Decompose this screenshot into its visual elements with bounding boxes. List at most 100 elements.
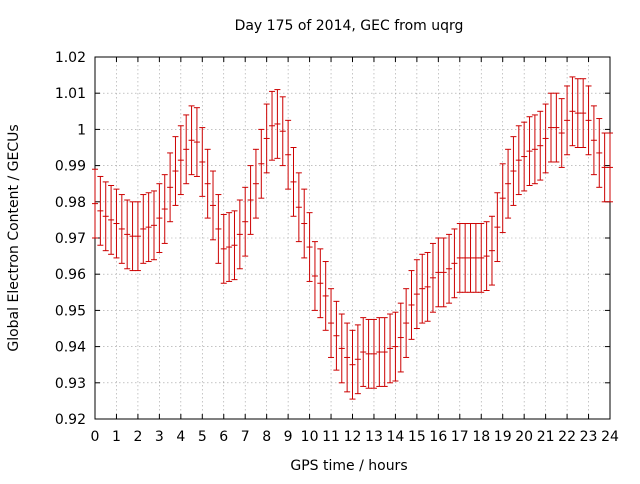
error-bar-point — [354, 324, 361, 395]
error-bar-point — [263, 103, 270, 174]
error-bar-point — [177, 125, 184, 196]
error-bar-point — [274, 89, 281, 159]
x-tick-label: 17 — [451, 429, 469, 445]
error-bar-point — [483, 221, 490, 291]
error-bar-point — [226, 212, 233, 282]
error-bar-point — [451, 228, 458, 299]
error-bar-point — [172, 136, 179, 206]
x-tick-label: 0 — [91, 429, 100, 445]
x-tick-label: 24 — [601, 429, 619, 445]
error-bar-point — [526, 116, 533, 187]
y-tick-label: 0.97 — [55, 231, 86, 247]
error-bar-point — [435, 237, 442, 308]
error-bar-point — [338, 313, 345, 384]
error-bar-point — [156, 183, 163, 253]
error-bar-point — [242, 186, 249, 257]
error-bar-point — [462, 223, 469, 293]
error-bar-point — [488, 215, 495, 286]
error-bar-point — [167, 152, 174, 223]
y-axis-label: Global Electron Content / GECUs — [6, 124, 22, 351]
error-bar-point — [537, 110, 544, 181]
x-tick-label: 6 — [219, 429, 228, 445]
y-tick-label: 0.99 — [55, 159, 86, 175]
error-bar-point — [285, 119, 292, 190]
error-bar-point — [113, 188, 120, 259]
error-bar-point — [585, 85, 592, 156]
error-bar-point — [521, 121, 528, 192]
error-bar-point — [446, 233, 453, 304]
x-tick-label: 4 — [176, 429, 185, 445]
error-bar-point — [151, 190, 158, 261]
error-bar-point — [440, 237, 447, 308]
error-bar-point — [547, 92, 554, 163]
error-bar-point — [467, 223, 474, 293]
error-bar-point — [510, 136, 517, 206]
x-tick-label: 12 — [344, 429, 362, 445]
x-tick-label: 2 — [133, 429, 142, 445]
x-tick-label: 18 — [472, 429, 490, 445]
error-bar-point — [472, 223, 479, 293]
error-bar-point — [424, 251, 431, 322]
error-bar-point — [413, 259, 420, 329]
x-tick-label: 1 — [112, 429, 121, 445]
error-bar-point — [204, 148, 211, 219]
error-bar-point — [140, 194, 147, 264]
error-bar-point — [387, 313, 394, 384]
error-bar-point — [607, 132, 613, 203]
error-bar-point — [344, 322, 351, 393]
error-bar-point — [199, 127, 206, 197]
error-bar-point — [92, 168, 98, 239]
error-bar-point — [601, 132, 608, 203]
error-bar-point — [542, 103, 549, 174]
x-tick-label: 20 — [515, 429, 533, 445]
y-tick-label: 0.95 — [55, 303, 86, 319]
y-tick-label: 0.93 — [55, 376, 86, 392]
error-bar-point — [108, 185, 115, 255]
x-tick-label: 8 — [262, 429, 271, 445]
error-bar-point — [129, 201, 136, 272]
error-bar-point — [220, 213, 227, 284]
error-bar-point — [397, 302, 404, 373]
x-tick-label: 23 — [580, 429, 598, 445]
tick-labels: 0 1 2 3 4 5 6 7 8 9 10 11 12 13 14 15 16 17 18 19 20 21 22 23 24… — [55, 50, 619, 445]
error-bar-point — [333, 300, 340, 371]
x-tick-label: 10 — [301, 429, 319, 445]
x-axis-label: GPS time / hours — [290, 458, 407, 474]
error-bar-point — [102, 181, 109, 252]
x-tick-label: 13 — [365, 429, 383, 445]
error-bar-point — [231, 210, 238, 281]
error-bar-point — [569, 76, 576, 147]
chart-title: Day 175 of 2014, GEC from uqrg — [235, 18, 464, 34]
y-tick-label: 0.94 — [55, 340, 86, 356]
error-bar-point — [161, 174, 168, 244]
error-bar-point — [322, 261, 329, 331]
x-tick-label: 5 — [198, 429, 207, 445]
error-bar-point — [134, 201, 141, 272]
error-bar-point — [403, 288, 410, 358]
x-tick-label: 16 — [429, 429, 447, 445]
error-bar-point — [97, 175, 104, 246]
x-tick-label: 9 — [284, 429, 293, 445]
x-tick-label: 7 — [241, 429, 250, 445]
error-bar-point — [580, 78, 587, 148]
error-bar-point — [553, 92, 560, 163]
error-bar-point — [236, 199, 243, 270]
error-bar-point — [306, 212, 313, 282]
error-bar-point — [301, 188, 308, 259]
x-tick-label: 15 — [408, 429, 426, 445]
error-bar-point — [392, 311, 399, 382]
error-bar-point — [269, 90, 276, 161]
error-bar-point — [419, 253, 426, 324]
error-bar-point — [183, 114, 190, 185]
error-bar-point — [349, 329, 356, 400]
error-bar-point — [574, 78, 581, 148]
error-bar-point — [558, 98, 565, 168]
error-bar-point — [311, 241, 318, 311]
error-bar-point — [429, 242, 436, 313]
y-tick-label: 1.01 — [55, 86, 86, 102]
error-bar-point — [210, 170, 217, 241]
error-bar-point — [478, 223, 485, 293]
y-tick-label: 0.96 — [55, 267, 86, 283]
